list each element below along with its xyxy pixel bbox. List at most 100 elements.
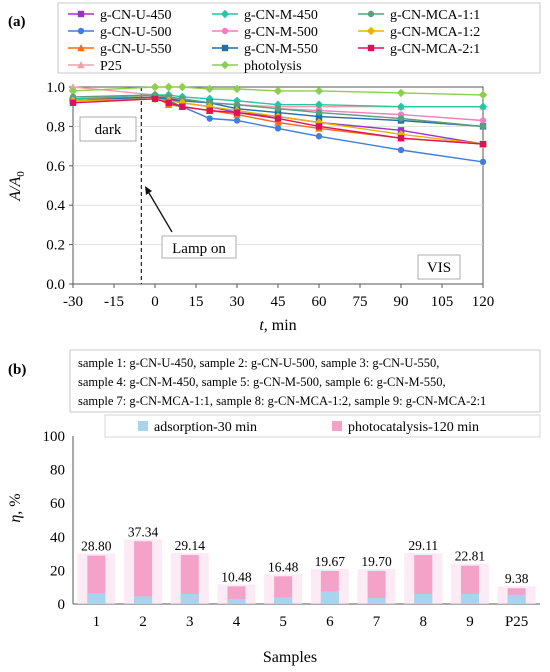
panel-a-legend: g-CN-U-450 g-CN-U-500 g-CN-U-550 P25 g-CN-M-… [57,2,541,74]
legend-marker [366,26,376,36]
bar-photocatalysis [180,555,199,604]
series-line-g-cn-mca-1-1 [72,94,484,128]
legend-item-g-cn-mca-1-1: g-CN-MCA-1:1 [358,8,480,23]
data-point-photolysis [314,86,324,96]
data-point-g-cn-mca-1-2 [396,130,406,139]
data-point-g-cn-u-500 [206,115,213,122]
panel-a-x-tick-label: -15 [104,294,124,310]
bar-adsorption [320,591,339,604]
legend-label: g-CN-MCA-1:1 [390,8,480,23]
data-point-g-cn-mca-1-1 [233,101,241,108]
bar-data-label: 9.38 [505,571,529,586]
data-point-photolysis [150,82,160,92]
data-point-g-cn-mca-2-1 [206,107,213,114]
panel-b-x-tick-label: 6 [326,614,334,630]
bar-adsorption [227,598,246,604]
vis-annotation: VIS [417,254,461,280]
series-g-cn-mca-2-1 [69,95,487,148]
data-point-g-cn-m-500 [479,117,487,124]
panel-b-x-tick-label: 5 [279,614,287,630]
bar-group-1: 28.80 1 [77,539,116,630]
panel-b-x-tick-label: 7 [373,614,381,630]
panel-a-x-tick-label: 105 [431,294,454,310]
data-point-g-cn-u-500 [479,158,487,166]
panel-a-x-tick-label: 75 [353,294,368,310]
panel-b-y-axis-label: η, % [7,493,24,522]
bar-data-label: 22.81 [455,549,485,564]
panel-a-x-tick-label: 15 [189,294,204,310]
legend-marker [367,10,375,18]
panel-b-x-tick-label: 9 [466,614,474,630]
legend-label: P25 [100,59,122,74]
data-point-photolysis [478,90,488,100]
legend-marker [221,44,229,52]
legend-label: g-CN-MCA-1:2 [390,25,480,40]
bar-group-9: 22.81 9 [450,549,489,630]
legend-item-g-cn-u-500: g-CN-U-500 [68,25,172,40]
dark-label: dark [95,122,122,138]
legend-item-adsorption-30-min: adsorption-30 min [138,420,257,435]
data-point-photolysis [273,86,283,96]
legend-item-p25: P25 [68,59,122,74]
panel-a-y-tick-label: 1.0 [46,80,65,96]
panel-b-y-tick-label: 0 [58,597,66,613]
sample-key-line-1: sample 1: g-CN-U-450, sample 2: g-CN-U-5… [78,356,439,370]
bar-group-5: 16.48 5 [264,559,303,630]
legend-item-g-cn-mca-1-2: g-CN-MCA-1:2 [358,25,480,40]
data-point-g-cn-m-450 [478,102,488,111]
panel-b-bar-chart: (b) sample 1: g-CN-U-450, sample 2: g-CN… [7,349,541,666]
data-point-g-cn-mca-1-2 [314,118,324,127]
vis-label: VIS [427,260,451,276]
series-line-g-cn-m-550 [72,96,484,128]
panel-a-x-tick-label: 30 [230,294,245,310]
bar-adsorption [460,593,479,604]
bar-adsorption [134,596,153,604]
legend-marker [77,27,85,35]
bar-group-3: 29.14 3 [170,538,209,630]
data-point-g-cn-mca-2-1 [397,135,405,142]
lamp-on-annotation: Lamp on [145,186,237,259]
bar-group-7: 19.70 7 [357,554,396,630]
data-point-g-cn-mca-2-1 [315,123,323,130]
legend-item-g-cn-mca-2-1: g-CN-MCA-2:1 [358,42,480,57]
panel-a-y-axis-label: A/A0 [7,171,27,202]
legend-label: g-CN-MCA-2:1 [390,42,480,57]
panel-a-x-tick-label: -30 [63,294,83,310]
data-point-g-cn-u-500 [315,133,323,140]
legend-label: g-CN-U-550 [100,42,172,57]
legend-marker [77,44,85,52]
panel-a-x-tick-label: 0 [151,294,159,310]
panel-a-y-tick-label: 0.4 [46,198,65,214]
bar-data-label: 37.34 [128,524,159,539]
legend-label: g-CN-U-450 [100,8,172,23]
panel-a-x-tick-label: 60 [312,294,327,310]
series-line-g-cn-mca-1-2 [72,98,484,145]
data-point-g-cn-mca-2-1 [165,99,172,106]
bar-photocatalysis [87,555,106,604]
panel-a-x-axis-label: t, min [259,317,296,334]
panel-b-y-tick-label: 60 [50,496,65,512]
legend-label: g-CN-M-500 [244,25,318,40]
sample-key-box: sample 1: g-CN-U-450, sample 2: g-CN-U-5… [69,349,541,413]
legend-marker [220,9,230,19]
data-point-p25 [69,83,77,91]
data-point-g-cn-u-500 [274,125,282,132]
bar-group-4: 10.48 4 [217,569,256,630]
bar-adsorption [87,593,106,604]
legend-swatch [332,421,342,431]
series-line-g-cn-u-500 [72,96,484,163]
data-point-g-cn-mca-2-1 [479,140,487,148]
bar-photocatalysis [274,576,293,604]
data-point-g-cn-mca-1-1 [315,109,323,116]
panel-b-x-tick-label: 1 [93,614,101,630]
bar-photocatalysis [367,570,386,604]
legend-label: g-CN-M-450 [244,8,318,23]
legend-item-photolysis: photolysis [212,59,302,74]
legend-marker [77,10,85,18]
data-point-g-cn-mca-1-1 [274,105,282,112]
panel-b-y-tick-label: 80 [50,463,65,479]
panel-b-y-tick-label: 20 [50,563,65,579]
data-point-g-cn-mca-2-1 [69,99,77,106]
data-point-g-cn-m-550 [315,113,323,120]
bar-data-label: 19.70 [361,554,392,569]
